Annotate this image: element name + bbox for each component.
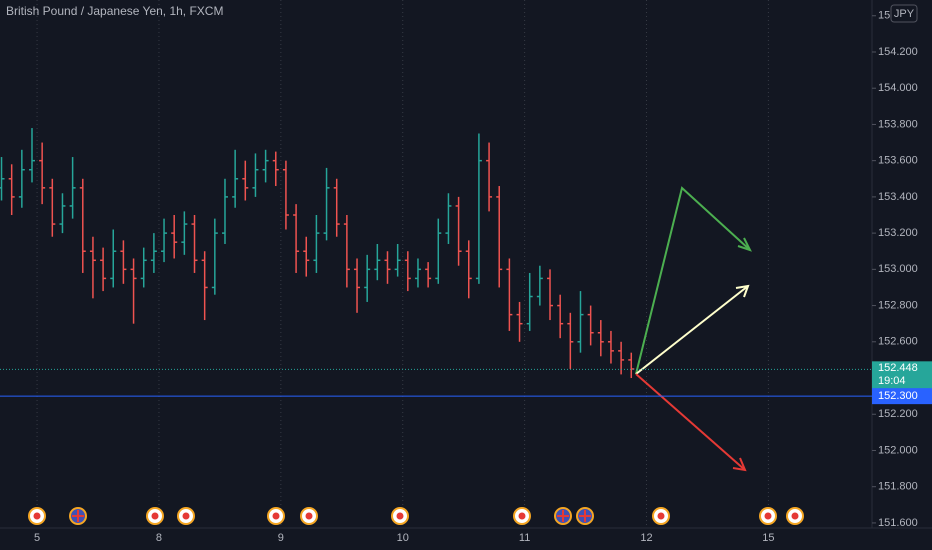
x-tick-label: 10	[397, 532, 409, 544]
y-tick-label: 152.600	[878, 336, 918, 348]
price-axis	[872, 0, 932, 528]
events	[28, 507, 804, 525]
arrow-head	[732, 457, 747, 472]
arrow-head	[735, 284, 750, 298]
currency[interactable]: JPY	[894, 8, 915, 20]
drawings	[635, 186, 752, 472]
last-price-box	[872, 361, 932, 390]
event-dot	[272, 512, 280, 520]
drawing-arrow-down	[635, 373, 746, 471]
event-dot	[396, 512, 404, 520]
y-tick-label: 151.600	[878, 517, 918, 529]
grid	[36, 0, 769, 528]
event-dot	[764, 512, 772, 520]
x-tick-label: 8	[156, 532, 162, 544]
y-tick-label: 153.600	[878, 155, 918, 167]
x-tick-label: 11	[519, 532, 530, 544]
y-tick-label: 151.800	[878, 481, 918, 493]
x-tick-label: 9	[278, 532, 284, 544]
drawing-arrow-mid	[635, 285, 749, 375]
event-dot	[33, 512, 41, 520]
x-tick-label: 15	[762, 532, 774, 544]
x-tick-label: 5	[34, 532, 40, 544]
level-box	[872, 388, 932, 405]
event-dot	[182, 512, 190, 520]
bars	[0, 128, 635, 379]
last-price-label: 152.448	[878, 362, 918, 374]
drawing-arrow-up	[635, 186, 751, 375]
y-tick-label: 152.200	[878, 408, 918, 420]
event-dot	[791, 512, 799, 520]
countdown: 19:04	[878, 375, 906, 387]
y-tick-label: 153.200	[878, 227, 918, 239]
y-tick-label: 153.000	[878, 263, 918, 275]
x-tick-label: 12	[640, 532, 652, 544]
chart-title: British Pound / Japanese Yen, 1h, FXCM	[6, 4, 223, 18]
level-label: 152.300	[878, 390, 918, 402]
arrow-head	[737, 237, 752, 252]
y-tick-label: 152.000	[878, 444, 918, 456]
currency-badge[interactable]	[890, 4, 918, 23]
y-tick-label: 154.200	[878, 46, 918, 58]
event-dot	[305, 512, 313, 520]
event-dot	[518, 512, 526, 520]
y-tick-label: 152.800	[878, 299, 918, 311]
y-tick-label: 154.000	[878, 82, 918, 94]
event-dot	[151, 512, 159, 520]
y-tick-label: 153.400	[878, 191, 918, 203]
event-dot	[657, 512, 665, 520]
y-tick-label: 153.800	[878, 118, 918, 130]
